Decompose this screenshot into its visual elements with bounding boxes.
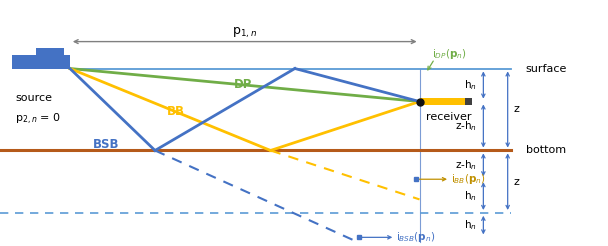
Text: surface: surface bbox=[526, 63, 567, 74]
Text: p$_{2,n}$ = 0: p$_{2,n}$ = 0 bbox=[15, 112, 61, 127]
Text: z-h$_n$: z-h$_n$ bbox=[455, 158, 477, 172]
Text: z-h$_n$: z-h$_n$ bbox=[455, 119, 477, 133]
Text: h$_n$: h$_n$ bbox=[465, 189, 477, 203]
Text: z: z bbox=[514, 105, 520, 114]
Text: BB: BB bbox=[167, 105, 185, 118]
Text: i$_{BSB}$($\mathbf{p}_n$): i$_{BSB}$($\mathbf{p}_n$) bbox=[396, 230, 436, 244]
Bar bbox=[12, 55, 70, 69]
Text: z: z bbox=[514, 177, 520, 187]
Text: i$_{DP}$($\mathbf{p}_n$): i$_{DP}$($\mathbf{p}_n$) bbox=[432, 47, 466, 61]
Text: i$_{BB}$($\mathbf{p}_n$): i$_{BB}$($\mathbf{p}_n$) bbox=[451, 172, 486, 186]
Text: h$_n$: h$_n$ bbox=[465, 78, 477, 92]
Text: bottom: bottom bbox=[526, 145, 566, 155]
Bar bbox=[36, 48, 64, 55]
Text: BSB: BSB bbox=[93, 138, 120, 151]
Bar bbox=[465, 98, 472, 105]
Bar bbox=[420, 98, 465, 105]
Text: source: source bbox=[15, 93, 52, 103]
Text: h$_n$: h$_n$ bbox=[465, 218, 477, 232]
Text: DP: DP bbox=[234, 78, 252, 91]
Text: p$_{1,n}$: p$_{1,n}$ bbox=[232, 26, 257, 40]
Text: receiver: receiver bbox=[426, 112, 471, 123]
